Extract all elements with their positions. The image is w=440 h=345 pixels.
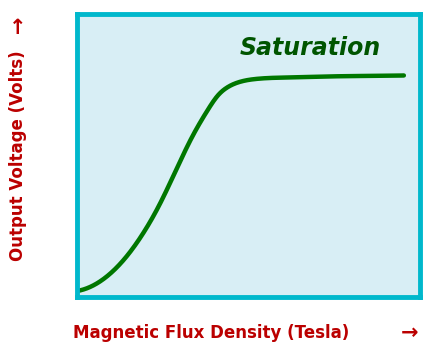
Text: Magnetic Flux Density (Tesla): Magnetic Flux Density (Tesla) <box>73 324 349 342</box>
Text: Saturation: Saturation <box>240 36 381 60</box>
Text: →: → <box>400 323 418 343</box>
Text: Output Voltage (Volts): Output Voltage (Volts) <box>9 50 26 260</box>
Text: ↑: ↑ <box>9 18 26 38</box>
